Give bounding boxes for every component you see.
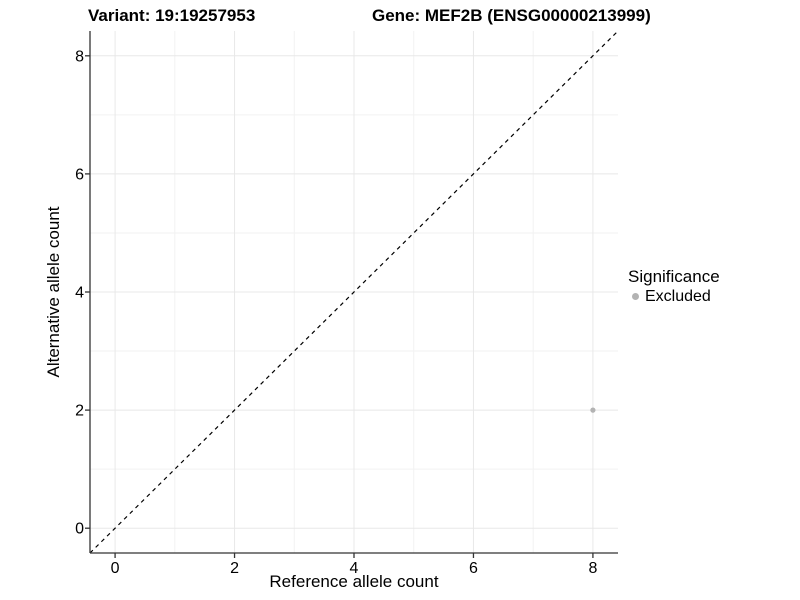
x-axis-title: Reference allele count [269,572,439,591]
gene-title: Gene: MEF2B (ENSG00000213999) [372,6,651,25]
y-tick-label: 0 [75,521,84,538]
y-axis-title-text: Alternative allele count [44,206,63,378]
y-tick-label: 4 [75,285,84,302]
excluded-point-icon [632,293,639,300]
y-tick-label: 2 [75,403,84,420]
x-tick-label: 4 [350,560,359,577]
legend-entry-label: Excluded [645,288,711,305]
x-tick-label: 6 [469,560,478,577]
y-tick-label: 8 [75,48,84,65]
legend: Significance Excluded [628,267,720,306]
x-tick-label: 2 [230,560,239,577]
x-tick-label: 0 [111,560,120,577]
legend-title: Significance [628,267,720,286]
data-point [590,407,596,413]
x-tick-label: 8 [588,560,597,577]
y-tick-label: 6 [75,166,84,183]
identity-dashed-line [89,30,619,554]
legend-entry-excluded: Excluded [628,287,720,306]
variant-title: Variant: 19:19257953 [88,6,256,25]
